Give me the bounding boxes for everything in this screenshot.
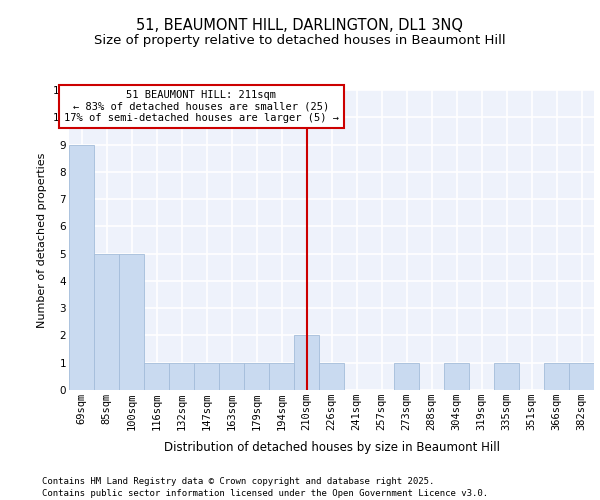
X-axis label: Distribution of detached houses by size in Beaumont Hill: Distribution of detached houses by size … xyxy=(163,442,499,454)
Bar xyxy=(269,362,293,390)
Bar xyxy=(569,362,593,390)
Text: 51 BEAUMONT HILL: 211sqm
← 83% of detached houses are smaller (25)
17% of semi-d: 51 BEAUMONT HILL: 211sqm ← 83% of detach… xyxy=(64,90,339,123)
Bar xyxy=(544,362,569,390)
Text: Contains HM Land Registry data © Crown copyright and database right 2025.
Contai: Contains HM Land Registry data © Crown c… xyxy=(42,476,488,498)
Text: 51, BEAUMONT HILL, DARLINGTON, DL1 3NQ: 51, BEAUMONT HILL, DARLINGTON, DL1 3NQ xyxy=(137,18,464,32)
Bar xyxy=(94,254,119,390)
Y-axis label: Number of detached properties: Number of detached properties xyxy=(37,152,47,328)
Bar xyxy=(494,362,518,390)
Bar xyxy=(194,362,218,390)
Bar xyxy=(169,362,194,390)
Bar xyxy=(244,362,269,390)
Bar xyxy=(319,362,344,390)
Bar xyxy=(445,362,469,390)
Bar xyxy=(394,362,419,390)
Bar xyxy=(145,362,169,390)
Bar xyxy=(119,254,143,390)
Text: Size of property relative to detached houses in Beaumont Hill: Size of property relative to detached ho… xyxy=(94,34,506,47)
Bar xyxy=(295,336,319,390)
Bar xyxy=(70,144,94,390)
Bar xyxy=(220,362,244,390)
